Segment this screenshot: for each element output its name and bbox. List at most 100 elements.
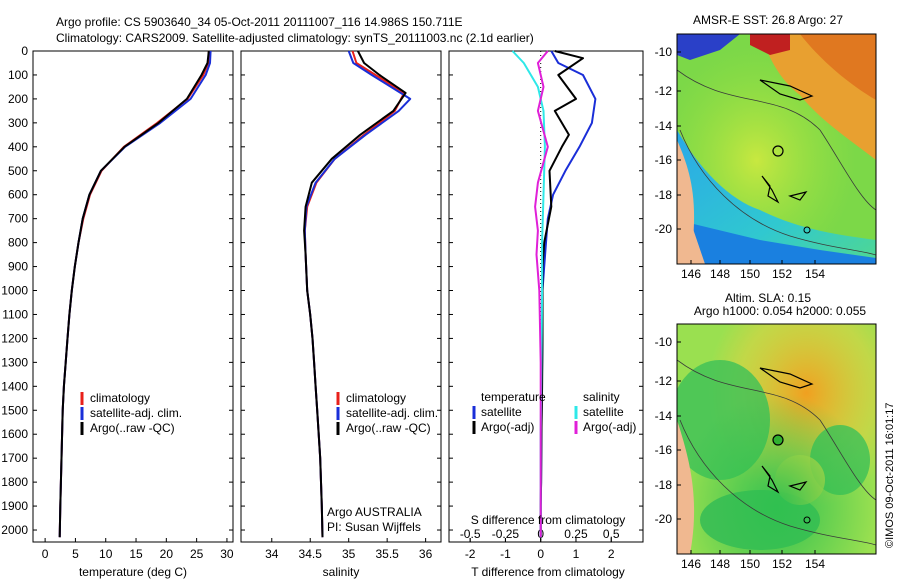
salinity-plot-frame <box>240 50 442 543</box>
map-lon-label: 150 <box>740 557 760 571</box>
map-lat-label: -14 <box>655 409 673 423</box>
temperature-tick-label: 5 <box>72 547 79 561</box>
depth-tick-label: 800 <box>8 236 28 250</box>
s-argo-diff-line <box>534 50 549 538</box>
legend-head-salinity: salinity <box>583 390 620 404</box>
salinity-tick-label: 35.5 <box>375 547 399 561</box>
map-lon-label: 154 <box>805 557 825 571</box>
t-argo-diff-line <box>539 50 584 538</box>
map-lat-label: -20 <box>655 222 673 236</box>
salinity-legend-climatology: climatology <box>346 391 406 405</box>
depth-tick-label: 1800 <box>1 475 28 489</box>
map-lon-label: 152 <box>772 557 792 571</box>
difference-series <box>511 50 597 538</box>
t-satellite-diff-line <box>539 50 597 538</box>
depth-tick-label: 1000 <box>1 284 28 298</box>
pi-note: PI: Susan Wijffels <box>327 520 421 534</box>
depth-tick-label: 1200 <box>1 331 28 345</box>
temperature-tick-label: 20 <box>160 547 174 561</box>
temperature-tick-label: 0 <box>42 547 49 561</box>
depth-tick-label: 700 <box>8 212 28 226</box>
depth-tick-label: 1400 <box>1 379 28 393</box>
map-lat-label: -20 <box>655 512 673 526</box>
t-difference-tick-label: 0 <box>537 547 544 561</box>
depth-tick-label: 400 <box>8 140 28 154</box>
temperature-tick-label: 25 <box>190 547 204 561</box>
temperature-argo-line <box>58 50 210 538</box>
depth-tick-label: 200 <box>8 92 28 106</box>
sla-map-title-2: Argo h1000: 0.054 h2000: 0.055 <box>694 304 866 318</box>
salinity-legend: climatology satellite-adj. clim. Argo(..… <box>327 391 438 534</box>
map-lat-label: -16 <box>655 153 673 167</box>
depth-tick-label: 1100 <box>2 307 28 321</box>
map-lon-label: 146 <box>681 267 701 281</box>
map-lon-label: 148 <box>710 557 730 571</box>
t-difference-tick-label: 2 <box>608 547 615 561</box>
map-lat-label: -12 <box>655 84 673 98</box>
legend-t-satellite: satellite <box>481 405 522 419</box>
legend-s-argo: Argo(-adj) <box>583 420 636 434</box>
temperature-climatology-line <box>58 50 210 538</box>
temperature-x-axis: 0 5 10 15 20 25 30 <box>42 538 234 561</box>
map-lon-label: 152 <box>772 267 792 281</box>
depth-tick-label: 1700 <box>1 451 28 465</box>
temperature-plot-frame <box>32 50 234 543</box>
temperature-tick-label: 15 <box>129 547 143 561</box>
difference-xlabel-top: S difference from climatology <box>471 513 626 527</box>
salinity-xlabel: salinity <box>323 565 360 579</box>
s-difference-tick-label: 0.5 <box>603 527 620 541</box>
legend-t-argo: Argo(-adj) <box>481 420 534 434</box>
map-lon-label: 150 <box>740 267 760 281</box>
difference-legend: temperature salinity satellite Argo(-adj… <box>472 390 636 434</box>
difference-xlabel-bottom: T difference from climatology <box>471 565 625 579</box>
depth-tick-label: 0 <box>21 44 28 58</box>
legend-s-satellite: satellite <box>583 405 624 419</box>
temperature-legend-climatology: climatology <box>90 391 150 405</box>
map-lat-label: -18 <box>655 188 673 202</box>
salinity-series <box>303 50 412 538</box>
header-line-1: Argo profile: CS 5903640_34 05-Oct-2011 … <box>56 15 463 29</box>
salinity-x-axis: 34 34.5 35 35.5 36 <box>265 538 433 561</box>
depth-tick-label: 500 <box>8 164 28 178</box>
depth-tick-label: 900 <box>8 260 28 274</box>
map-lat-label: -14 <box>655 119 673 133</box>
salinity-argo-line <box>303 50 407 538</box>
map-lat-label: -10 <box>655 335 673 349</box>
salinity-tick-label: 35 <box>342 547 356 561</box>
sst-map-title: AMSR-E SST: 26.8 Argo: 27 <box>693 13 843 27</box>
map-lat-label: -10 <box>655 45 673 59</box>
temperature-legend-argo: Argo(..raw -QC) <box>90 421 175 435</box>
map-lat-label: -18 <box>655 478 673 492</box>
depth-tick-label: 1500 <box>1 403 28 417</box>
map-axis-ticks: 146 148 150 152 154 -10 -12 -14 -16 -18 -20 146 148 1… <box>655 45 826 571</box>
temperature-xlabel: temperature (deg C) <box>79 565 187 579</box>
argo-program-note: Argo AUSTRALIA <box>327 505 422 519</box>
sla-map-title-1: Altim. SLA: 0.15 <box>725 291 811 305</box>
map-lat-label: -16 <box>655 443 673 457</box>
argo-location-marker <box>772 145 784 157</box>
map-lon-label: 146 <box>681 557 701 571</box>
legend-head-temperature: temperature <box>481 390 546 404</box>
argo-location-marker <box>772 434 784 446</box>
temperature-tick-label: 30 <box>220 547 234 561</box>
t-difference-tick-label: -2 <box>465 547 476 561</box>
sla-map <box>677 324 876 554</box>
sst-map <box>677 34 876 264</box>
map-lat-label: -12 <box>655 374 673 388</box>
depth-tick-label: 1600 <box>1 427 28 441</box>
depth-tick-label: 1300 <box>1 355 28 369</box>
map-lon-label: 148 <box>710 267 730 281</box>
temperature-satellite-line <box>58 50 212 538</box>
header-line-2: Climatology: CARS2009. Satellite-adjuste… <box>56 31 534 45</box>
sla-map-frame <box>676 323 877 555</box>
salinity-tick-label: 36 <box>419 547 433 561</box>
depth-axis: 0 100 200 300 400 500 600 700 800 900 1000 1100 1200… <box>1 44 643 537</box>
difference-x-axes: -2 -1 0 1 2-0.5 -0.25 0 0.25 0.5 <box>460 51 620 561</box>
salinity-legend-argo: Argo(..raw -QC) <box>346 421 431 435</box>
imos-credit: ©IMOS 09-Oct-2011 16:01:17 <box>884 403 896 548</box>
depth-tick-label: 2000 <box>1 523 28 537</box>
salinity-tick-label: 34.5 <box>299 547 323 561</box>
temperature-tick-label: 10 <box>99 547 113 561</box>
map-lon-label: 154 <box>805 267 825 281</box>
temperature-series <box>58 50 212 538</box>
